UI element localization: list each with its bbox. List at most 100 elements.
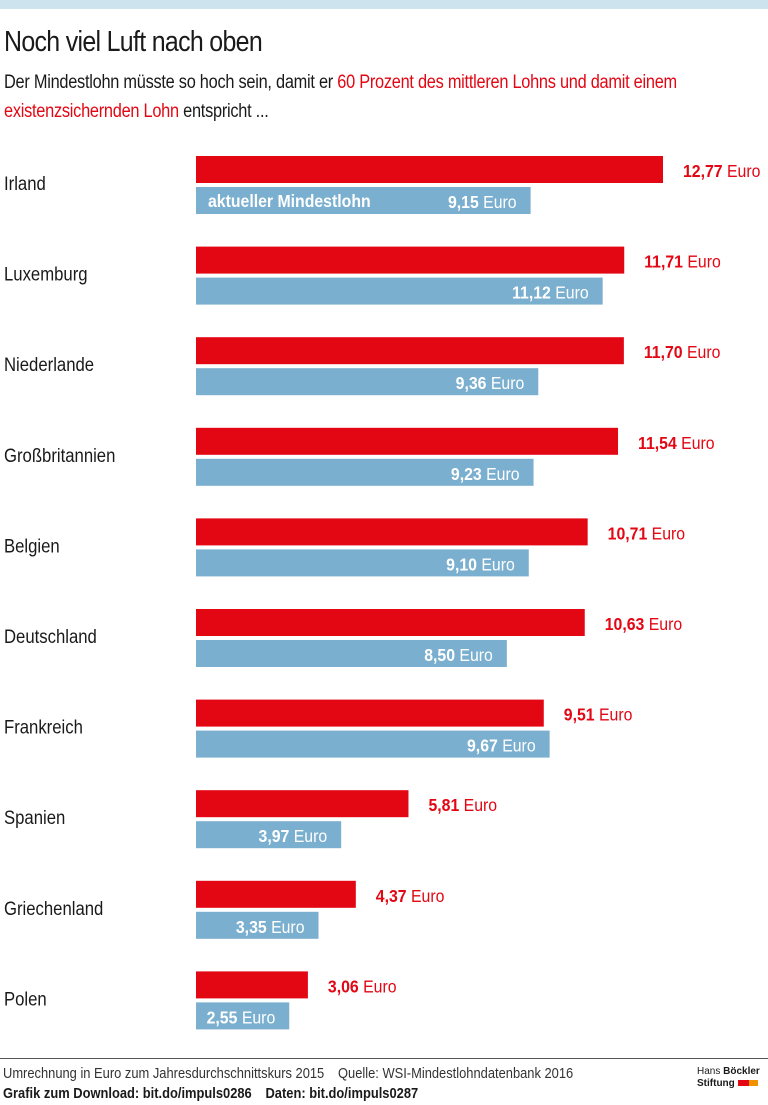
legend-current-label: aktueller Mindestlohn xyxy=(208,191,371,211)
label-current-5-number: 8,50 xyxy=(424,645,455,665)
label-required-9: 3,06 Euro xyxy=(328,976,397,996)
label-current-6-unit: Euro xyxy=(498,736,536,756)
label-current-4: 9,10 Euro xyxy=(446,554,515,574)
category-label-1: Luxemburg xyxy=(4,264,88,285)
chart-subtitle: Der Mindestlohn müsste so hoch sein, dam… xyxy=(4,68,744,126)
bar-current-2 xyxy=(196,368,539,396)
label-required-6-number: 9,51 xyxy=(564,705,595,725)
bar-current-9 xyxy=(196,1002,290,1030)
label-current-9-unit: Euro xyxy=(237,1007,275,1027)
category-label-3: Großbritannien xyxy=(4,445,115,466)
category-label-8: Griechenland xyxy=(4,898,103,919)
footer-divider xyxy=(0,1058,768,1059)
label-required-5-number: 10,63 xyxy=(605,614,645,634)
bar-current-3 xyxy=(196,458,534,486)
bar-required-3 xyxy=(196,427,619,455)
label-required-1: 11,71 Euro xyxy=(644,252,721,272)
category-label-7: Spanien xyxy=(4,807,65,828)
label-current-9-number: 2,55 xyxy=(207,1007,238,1027)
top-accent-bar xyxy=(0,0,768,9)
subtitle-text: Der Mindestlohn müsste so hoch sein, dam… xyxy=(4,72,338,93)
label-required-3-unit: Euro xyxy=(677,433,715,453)
label-required-6: 9,51 Euro xyxy=(564,705,633,725)
label-required-2: 11,70 Euro xyxy=(644,342,721,362)
label-current-7-unit: Euro xyxy=(289,826,327,846)
category-label-0: Irland xyxy=(4,173,46,194)
category-label-4: Belgien xyxy=(4,535,60,556)
label-current-6-number: 9,67 xyxy=(467,736,498,756)
label-current-3-unit: Euro xyxy=(482,464,520,484)
conversion-note: Umrechnung in Euro zum Jahresdurchschnit… xyxy=(3,1065,325,1082)
label-current-4-unit: Euro xyxy=(477,554,515,574)
label-required-4-number: 10,71 xyxy=(608,523,648,543)
bar-current-5 xyxy=(196,640,507,667)
category-label-6: Frankreich xyxy=(4,717,83,738)
label-required-9-unit: Euro xyxy=(359,976,397,996)
label-current-5-unit: Euro xyxy=(455,645,493,665)
label-required-8-number: 4,37 xyxy=(376,886,407,906)
label-current-8-unit: Euro xyxy=(267,917,305,937)
label-current-2-number: 9,36 xyxy=(456,373,487,393)
label-required-5-unit: Euro xyxy=(644,614,682,634)
chart-title: Noch viel Luft nach oben xyxy=(4,26,263,58)
label-current-0-number: 9,15 xyxy=(448,192,479,212)
logo-mark-orange xyxy=(748,1080,758,1087)
label-required-8: 4,37 Euro xyxy=(376,886,445,906)
label-required-1-number: 11,71 xyxy=(644,252,683,272)
label-required-4-unit: Euro xyxy=(647,523,685,543)
label-required-0: 12,77 Euro xyxy=(683,161,760,181)
bar-required-5 xyxy=(196,609,585,636)
bar-required-8 xyxy=(196,880,356,908)
label-current-1-unit: Euro xyxy=(551,283,589,303)
hans-boeckler-logo: Hans Böckler Stiftung xyxy=(697,1066,760,1089)
bar-required-9 xyxy=(196,971,308,999)
footer-links: Grafik zum Download: bit.do/impuls0286 Da… xyxy=(3,1085,418,1102)
label-current-2: 9,36 Euro xyxy=(456,373,525,393)
bar-required-2 xyxy=(196,337,624,365)
bar-required-6 xyxy=(196,699,544,727)
label-current-7: 3,97 Euro xyxy=(259,826,328,846)
bar-current-8 xyxy=(196,911,319,939)
label-required-0-unit: Euro xyxy=(723,161,761,181)
bar-chart: Irland 12,77 Euro 9,15 Euro aktueller Minde… xyxy=(4,156,760,1030)
label-required-7: 5,81 Euro xyxy=(428,795,497,815)
label-current-1: 11,12 Euro xyxy=(512,283,589,303)
bar-required-0 xyxy=(196,156,663,183)
label-required-7-unit: Euro xyxy=(459,795,497,815)
logo-mark-red xyxy=(737,1080,749,1087)
label-current-1-number: 11,12 xyxy=(512,283,551,303)
label-required-6-unit: Euro xyxy=(595,705,633,725)
download-link[interactable]: Grafik zum Download: bit.do/impuls0286 xyxy=(3,1085,252,1102)
label-required-3-number: 11,54 xyxy=(638,433,677,453)
bar-current-0 xyxy=(196,187,531,214)
label-required-7-number: 5,81 xyxy=(428,795,459,815)
subtitle-text-end: entspricht ... xyxy=(178,101,269,122)
source-note: Quelle: WSI-Mindestlohndatenbank 2016 xyxy=(337,1065,574,1082)
footer-notes: Umrechnung in Euro zum Jahresdurchschnit… xyxy=(3,1065,573,1082)
bar-current-4 xyxy=(196,549,529,577)
bar-required-7 xyxy=(196,790,409,818)
bar-current-1 xyxy=(196,277,603,305)
label-current-8: 3,35 Euro xyxy=(236,917,305,937)
bar-current-7 xyxy=(196,821,342,849)
label-current-9: 2,55 Euro xyxy=(207,1007,276,1027)
label-current-3-number: 9,23 xyxy=(451,464,482,484)
label-required-3: 11,54 Euro xyxy=(638,433,715,453)
label-current-3: 9,23 Euro xyxy=(451,464,520,484)
label-required-2-unit: Euro xyxy=(683,342,721,362)
label-required-2-number: 11,70 xyxy=(644,342,683,362)
label-current-6: 9,67 Euro xyxy=(467,736,536,756)
bar-current-6 xyxy=(196,730,550,758)
bar-required-4 xyxy=(196,518,588,546)
label-required-9-number: 3,06 xyxy=(328,976,359,996)
label-current-8-number: 3,35 xyxy=(236,917,267,937)
label-required-5: 10,63 Euro xyxy=(605,614,682,634)
label-required-0-number: 12,77 xyxy=(683,161,723,181)
category-label-2: Niederlande xyxy=(4,354,94,375)
label-current-4-number: 9,10 xyxy=(446,554,477,574)
data-link[interactable]: Daten: bit.do/impuls0287 xyxy=(265,1085,419,1102)
category-label-5: Deutschland xyxy=(4,626,97,647)
label-current-0: 9,15 Euro xyxy=(448,192,517,212)
label-required-8-unit: Euro xyxy=(407,886,445,906)
subtitle-highlight: 60 Prozent des mittleren Lohns und damit… xyxy=(4,72,677,122)
